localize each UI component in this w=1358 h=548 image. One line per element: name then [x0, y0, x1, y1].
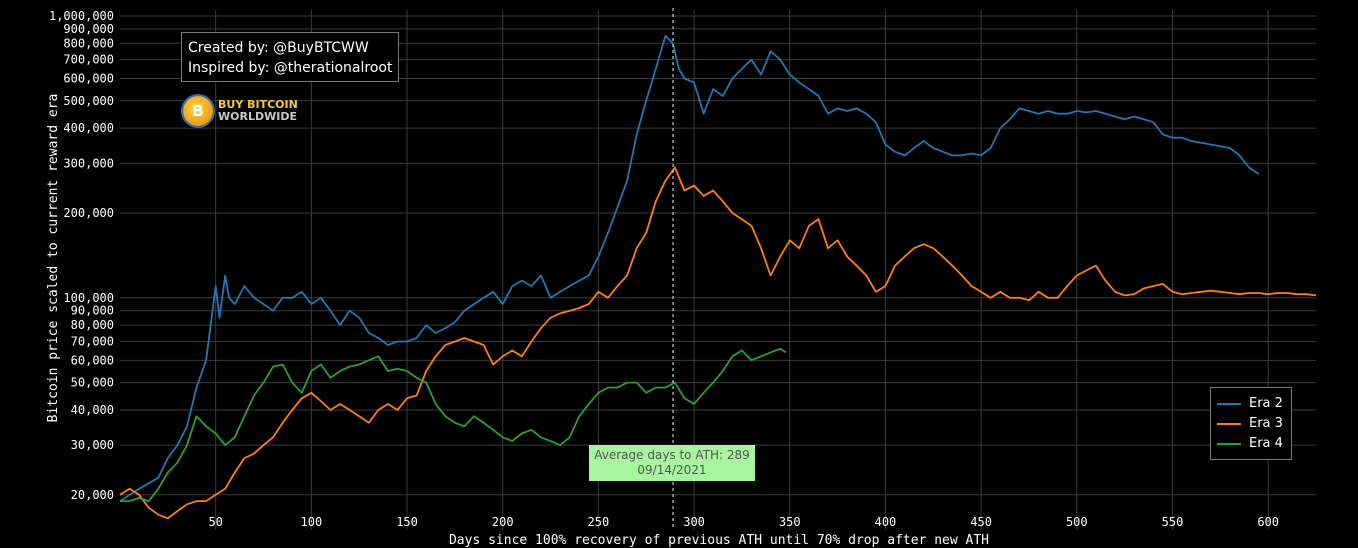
legend-label-era-2: Era 2 — [1249, 396, 1283, 411]
y-tick-label: 60,000 — [71, 353, 114, 367]
logo-line-2: WORLDWIDE — [218, 110, 297, 123]
legend: Era 2 Era 3 Era 4 — [1210, 387, 1292, 460]
legend-item-era-3: Era 3 — [1217, 416, 1283, 431]
x-axis-label: Days since 100% recovery of previous ATH… — [449, 533, 989, 548]
y-tick-label: 700,000 — [63, 53, 114, 67]
x-tick-label: 450 — [970, 515, 992, 529]
inspired-by-text: Inspired by: @therationalroot — [188, 60, 393, 76]
y-tick-label: 50,000 — [71, 376, 114, 390]
x-tick-label: 300 — [683, 515, 705, 529]
brand-logo: B BUY BITCOIN WORLDWIDE — [183, 96, 298, 126]
legend-swatch-era-4 — [1217, 442, 1241, 445]
y-tick-label: 70,000 — [71, 334, 114, 348]
series-line-era-4 — [120, 347, 787, 503]
x-tick-label: 150 — [396, 515, 418, 529]
x-tick-labels: 50 100 150 200 250 300 350 400 450 500 550 600 — [208, 515, 1279, 529]
legend-swatch-era-3 — [1217, 422, 1241, 425]
x-tick-label: 100 — [301, 515, 323, 529]
y-tick-label: 1,000,000 — [49, 9, 114, 23]
x-tick-label: 500 — [1066, 515, 1088, 529]
created-by-text: Created by: @BuyBTCWW — [188, 40, 369, 56]
y-tick-label: 30,000 — [71, 438, 114, 452]
ath-annotation-line-1: Average days to ATH: 289 — [594, 448, 750, 462]
y-tick-label: 500,000 — [63, 94, 114, 108]
logo-text: BUY BITCOIN WORLDWIDE — [218, 99, 298, 123]
legend-label-era-4: Era 4 — [1249, 436, 1283, 451]
y-tick-label: 100,000 — [63, 291, 114, 305]
y-tick-label: 400,000 — [63, 121, 114, 135]
ath-annotation-line-2: 09/14/2021 — [637, 463, 707, 477]
y-tick-label: 600,000 — [63, 71, 114, 85]
legend-label-era-3: Era 3 — [1249, 416, 1283, 431]
series-layer — [119, 35, 1317, 520]
bitcoin-coin-icon: B — [183, 96, 213, 126]
y-axis-label: Bitcoin price scaled to current reward e… — [46, 94, 61, 423]
x-tick-label: 250 — [588, 515, 610, 529]
y-tick-label: 900,000 — [63, 22, 114, 36]
y-tick-label: 200,000 — [63, 206, 114, 220]
x-tick-label: 600 — [1257, 515, 1279, 529]
credit-box: Created by: @BuyBTCWW Inspired by: @ther… — [181, 32, 400, 82]
legend-swatch-era-2 — [1217, 402, 1241, 405]
series-line-era-3 — [119, 166, 1317, 520]
y-tick-label: 20,000 — [71, 488, 114, 502]
x-tick-label: 200 — [492, 515, 514, 529]
legend-item-era-4: Era 4 — [1217, 436, 1283, 451]
x-tick-label: 550 — [1162, 515, 1184, 529]
y-tick-label: 80,000 — [71, 318, 114, 332]
x-tick-label: 50 — [208, 515, 222, 529]
y-tick-label: 90,000 — [71, 304, 114, 318]
legend-item-era-2: Era 2 — [1217, 396, 1283, 411]
x-tick-label: 400 — [875, 515, 897, 529]
y-tick-label: 800,000 — [63, 36, 114, 50]
y-tick-label: 300,000 — [63, 156, 114, 170]
ath-annotation: Average days to ATH: 289 09/14/2021 — [589, 445, 755, 481]
logo-line-1: BUY BITCOIN — [218, 98, 298, 111]
x-tick-label: 350 — [779, 515, 801, 529]
y-tick-labels: 20,000 30,000 40,000 50,000 60,000 70,000 80,0… — [49, 9, 114, 502]
y-tick-label: 40,000 — [71, 403, 114, 417]
series-line-era-2 — [119, 35, 1260, 502]
